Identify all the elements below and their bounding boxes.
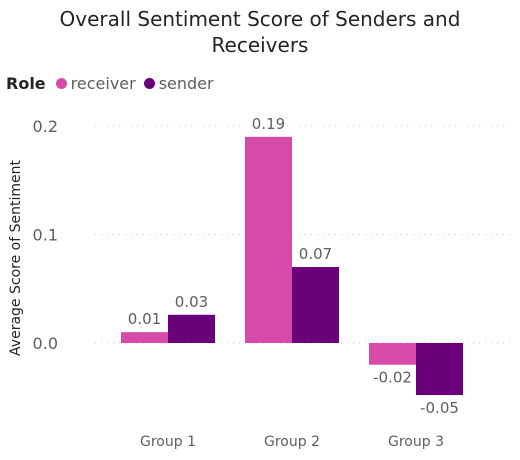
y-axis-ticks: 0.0 0.1 0.2 xyxy=(33,117,58,353)
legend-title: Role xyxy=(6,73,46,93)
data-label-sender-2: -0.05 xyxy=(420,399,459,417)
data-label-receiver-2: -0.02 xyxy=(373,369,412,387)
x-tick-label: Group 3 xyxy=(388,434,444,450)
legend: Role receiver sender xyxy=(6,72,222,94)
legend-dot-receiver xyxy=(55,77,67,89)
y-tick-label: 0.0 xyxy=(33,334,58,353)
legend-label-receiver: receiver xyxy=(70,73,136,93)
legend-label-sender: sender xyxy=(158,73,214,93)
data-label-sender-0: 0.03 xyxy=(175,293,208,311)
bar-sender-2[interactable] xyxy=(416,343,463,396)
y-tick-label: 0.1 xyxy=(33,226,58,245)
chart-title-line2: Receivers xyxy=(211,33,309,57)
bar-sender-1[interactable] xyxy=(292,267,339,343)
chart-title-line1: Overall Sentiment Score of Senders and xyxy=(59,7,461,31)
x-tick-label: Group 2 xyxy=(264,434,320,450)
bar-sender-0[interactable] xyxy=(168,314,215,343)
data-label-sender-1: 0.07 xyxy=(299,245,332,263)
bar-receiver-1[interactable] xyxy=(245,136,292,343)
legend-item-receiver[interactable]: receiver xyxy=(55,73,136,93)
legend-dot-sender xyxy=(143,77,155,89)
x-tick-label: Group 1 xyxy=(140,434,196,450)
legend-item-sender[interactable]: sender xyxy=(143,73,214,93)
data-label-receiver-0: 0.01 xyxy=(128,310,161,328)
chart-title: Overall Sentiment Score of Senders and R… xyxy=(0,6,520,58)
y-axis-label: Average Score of Sentiment xyxy=(8,160,24,356)
bar-receiver-0[interactable] xyxy=(121,332,168,343)
bars xyxy=(121,136,463,396)
x-axis-ticks: Group 1 Group 2 Group 3 xyxy=(140,434,444,450)
data-labels: 0.01 0.03 0.19 0.07 -0.02 -0.05 xyxy=(128,115,459,417)
bar-receiver-2[interactable] xyxy=(369,343,416,365)
data-label-receiver-1: 0.19 xyxy=(252,115,285,133)
y-tick-label: 0.2 xyxy=(33,117,58,136)
